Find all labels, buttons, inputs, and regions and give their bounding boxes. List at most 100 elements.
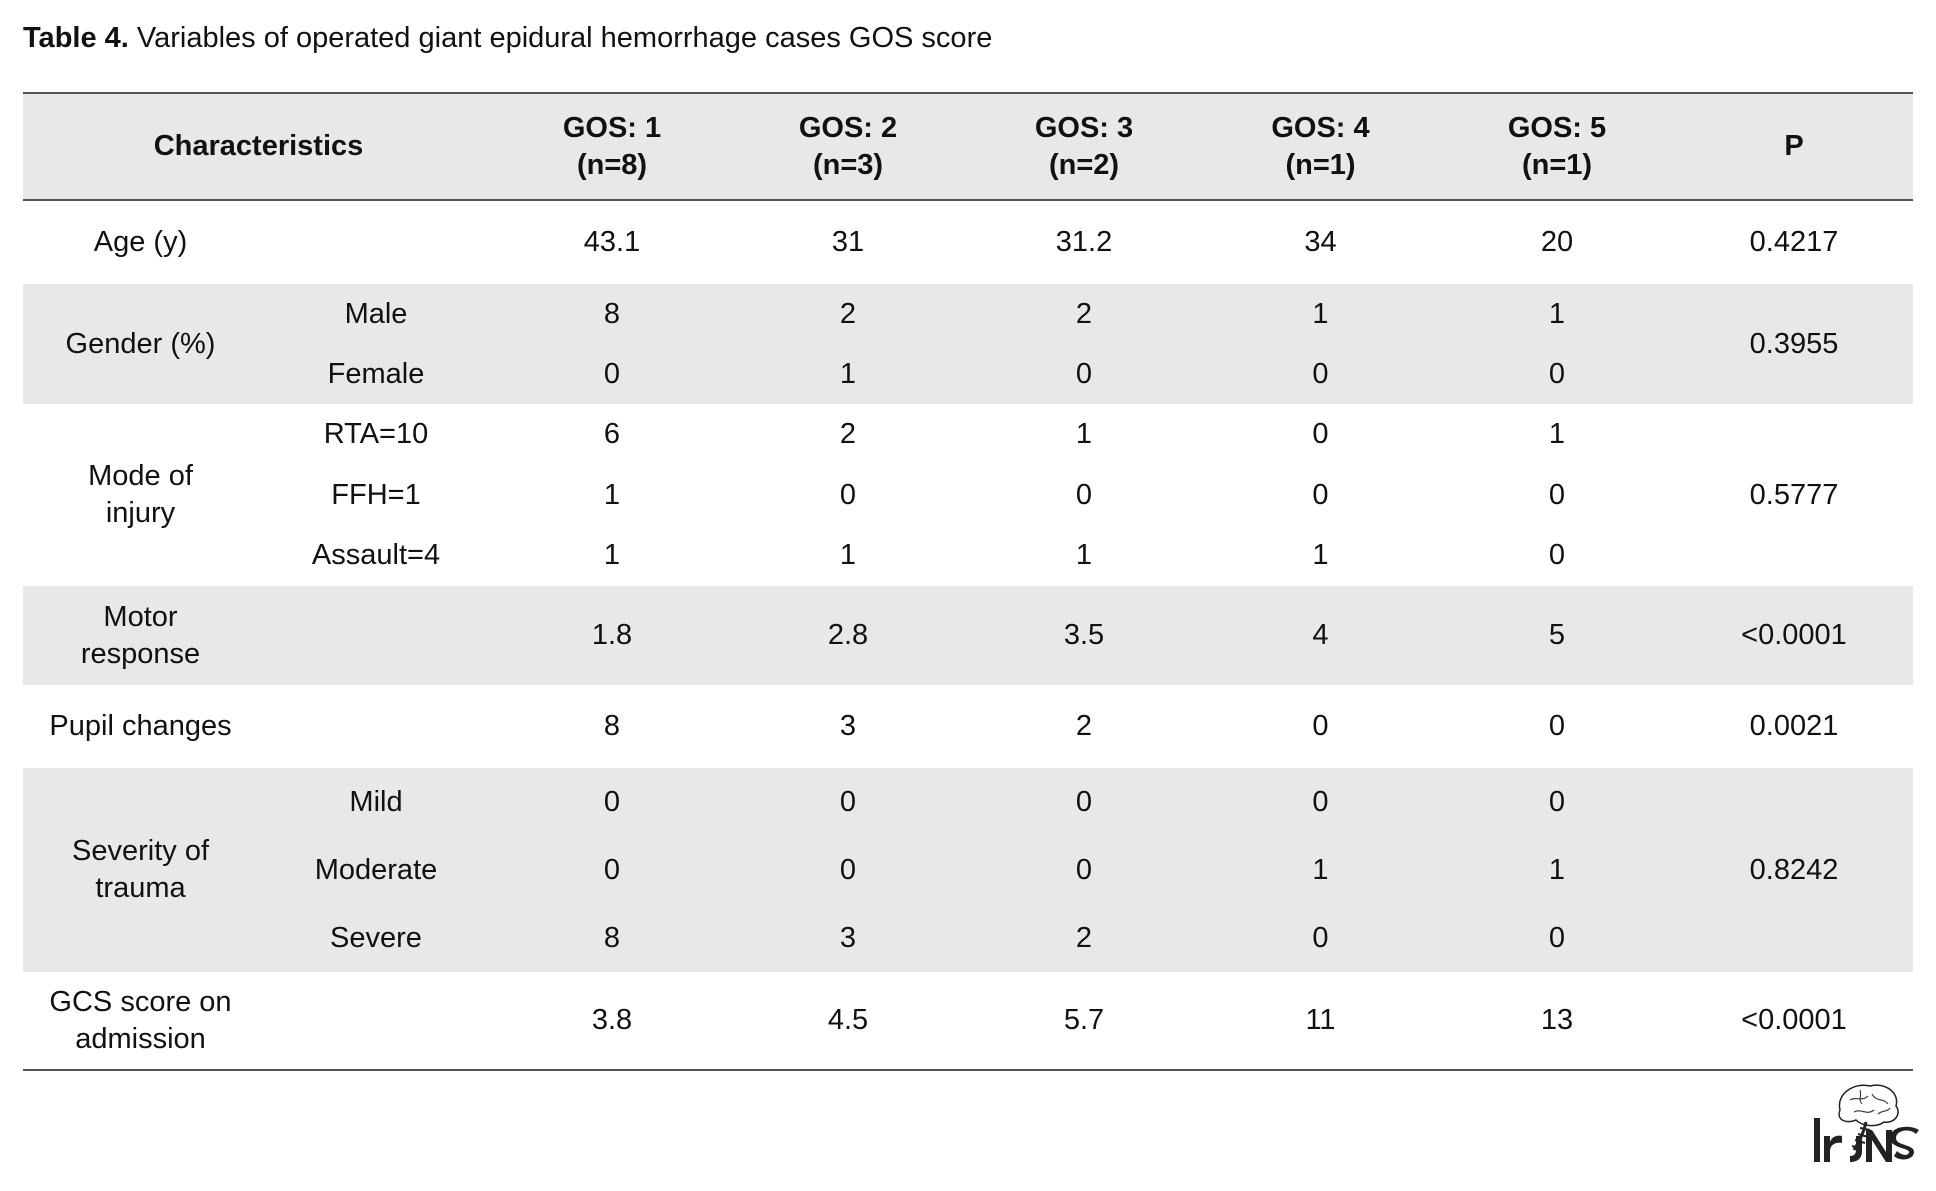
row-sublabel: Female [327, 357, 425, 390]
cell: 1.8 [591, 619, 633, 651]
row-sublabel [258, 685, 494, 768]
row-sublabel: Assault=4 [311, 539, 441, 571]
cell: 43.1 [583, 226, 641, 258]
cell: 2 [839, 418, 857, 450]
table-row-mode-assault: Assault=4 1 1 1 1 0 [23, 525, 1913, 586]
cell: 0 [1312, 921, 1329, 954]
row-sublabel [258, 586, 494, 685]
table-title: Variables of operated giant epidural hem… [136, 22, 993, 54]
table-row-severity-moderate: Moderate 0 0 0 1 1 [23, 836, 1913, 904]
header-characteristics: Characteristics [153, 130, 364, 162]
cell: 0 [1548, 710, 1566, 742]
cell: 1 [1548, 853, 1566, 886]
header-gos-5: GOS: 5 (n=1) [1507, 111, 1607, 181]
cell: 1 [1548, 418, 1566, 450]
cell: 5 [1548, 619, 1566, 651]
cell: 0 [1312, 710, 1329, 742]
row-sublabel [258, 972, 494, 1070]
cell: 1 [1075, 418, 1093, 450]
cell: 1 [1075, 539, 1093, 571]
table-row-gcs: GCS score on admission 3.8 4.5 5.7 11 13 … [23, 972, 1913, 1070]
cell: 0 [1548, 785, 1566, 818]
table-row-severity-severe: Severe 8 3 2 0 0 [23, 904, 1913, 972]
cell: 20 [1540, 226, 1574, 258]
cell: 0 [603, 357, 621, 390]
cell: 1 [839, 539, 857, 571]
table-row-severity-mild: Severity of trauma Mild 0 0 0 0 0 0.8242 [23, 768, 1913, 904]
cell: 3 [839, 710, 857, 742]
cell: 8 [603, 921, 621, 954]
cell: 0 [603, 785, 621, 818]
cell: 0 [1312, 418, 1329, 450]
cell: 2 [1075, 710, 1093, 742]
cell: 0 [1548, 478, 1566, 511]
row-sublabel: Moderate [314, 853, 438, 886]
table-row-age: Age (y) 43.1 31 31.2 34 20 0.4217 [23, 200, 1913, 284]
cell: 2 [1075, 297, 1093, 330]
cell: 4 [1312, 619, 1329, 651]
row-label: Motor response [80, 600, 201, 670]
p-value: 0.8242 [1749, 853, 1839, 886]
cell: 1 [839, 357, 857, 390]
row-sublabel: Male [344, 297, 408, 330]
cell: 0 [1075, 357, 1093, 390]
row-label: Pupil changes [49, 710, 232, 742]
gos-table: Characteristics GOS: 1 (n=8) GOS: 2 (n=3) … [23, 92, 1913, 1071]
cell: 0 [839, 853, 857, 886]
cell: 1 [603, 478, 621, 511]
cell: 2 [839, 297, 857, 330]
table-row-gender-male: Gender (%) Male 8 2 2 1 1 0.3955 [23, 284, 1913, 360]
header-gos-1: GOS: 1 (n=8) [562, 111, 662, 181]
table-caption: Table 4. Variables of operated giant epi… [23, 18, 992, 58]
table-row-mode-rta: Mode of injury RTA=10 6 2 1 0 1 0.5777 [23, 404, 1913, 529]
cell: 0 [1075, 853, 1093, 886]
table-header: Characteristics GOS: 1 (n=8) GOS: 2 (n=3) … [23, 93, 1913, 200]
cell: 0 [1548, 539, 1566, 571]
table-row-gender-female: Female 0 1 0 0 0 [23, 344, 1913, 404]
cell: 31.2 [1055, 226, 1113, 258]
cell: 8 [603, 710, 621, 742]
cell: 0 [1548, 921, 1566, 954]
p-value: <0.0001 [1741, 1004, 1847, 1036]
cell: 11 [1305, 1004, 1336, 1036]
cell: 0 [1312, 478, 1329, 511]
row-sublabel [258, 200, 494, 284]
p-value: 0.0021 [1749, 710, 1839, 742]
cell: 34 [1304, 226, 1337, 258]
cell: 0 [1548, 357, 1566, 390]
cell: 1 [1312, 297, 1329, 330]
table-row-mode-ffh: FFH=1 1 0 0 0 0 [23, 465, 1913, 525]
cell: 1 [1548, 297, 1566, 330]
cell: 0 [1312, 785, 1329, 818]
cell: 0 [1075, 478, 1093, 511]
cell: 31 [831, 226, 865, 258]
header-gos-4: GOS: 4 (n=1) [1271, 111, 1370, 181]
header-gos-3: GOS: 3 (n=2) [1034, 111, 1134, 181]
cell: 3 [839, 921, 857, 954]
cell: 4.5 [827, 1004, 869, 1036]
cell: 3.8 [591, 1004, 633, 1036]
header-p: P [1784, 130, 1804, 162]
table-row-motor: Motor response 1.8 2.8 3.5 4 5 <0.0001 [23, 586, 1913, 685]
cell: 2 [1075, 921, 1093, 954]
brain-spine-logo-icon [1810, 1080, 1920, 1170]
row-label: Age (y) [93, 226, 188, 258]
cell: 5.7 [1063, 1004, 1105, 1036]
row-label: Gender (%) [65, 327, 216, 360]
cell: 1 [1312, 853, 1329, 886]
row-sublabel: Mild [349, 785, 403, 818]
row-label: Mode of injury [88, 460, 193, 529]
table-number: Table 4. [23, 22, 129, 54]
cell: 3.5 [1063, 619, 1105, 651]
p-value: 0.3955 [1749, 327, 1839, 360]
cell: 6 [603, 418, 621, 450]
cell: 0 [839, 478, 857, 511]
cell: 2.8 [827, 619, 869, 651]
row-sublabel: RTA=10 [323, 418, 429, 450]
cell: 0 [603, 853, 621, 886]
table-row-pupil: Pupil changes 8 3 2 0 0 0.0021 [23, 685, 1913, 768]
table-body: Age (y) 43.1 31 31.2 34 20 0.4217 Gender… [23, 200, 1913, 1070]
cell: 1 [603, 539, 621, 571]
p-value: <0.0001 [1741, 619, 1847, 651]
header-gos-2: GOS: 2 (n=3) [798, 111, 898, 181]
